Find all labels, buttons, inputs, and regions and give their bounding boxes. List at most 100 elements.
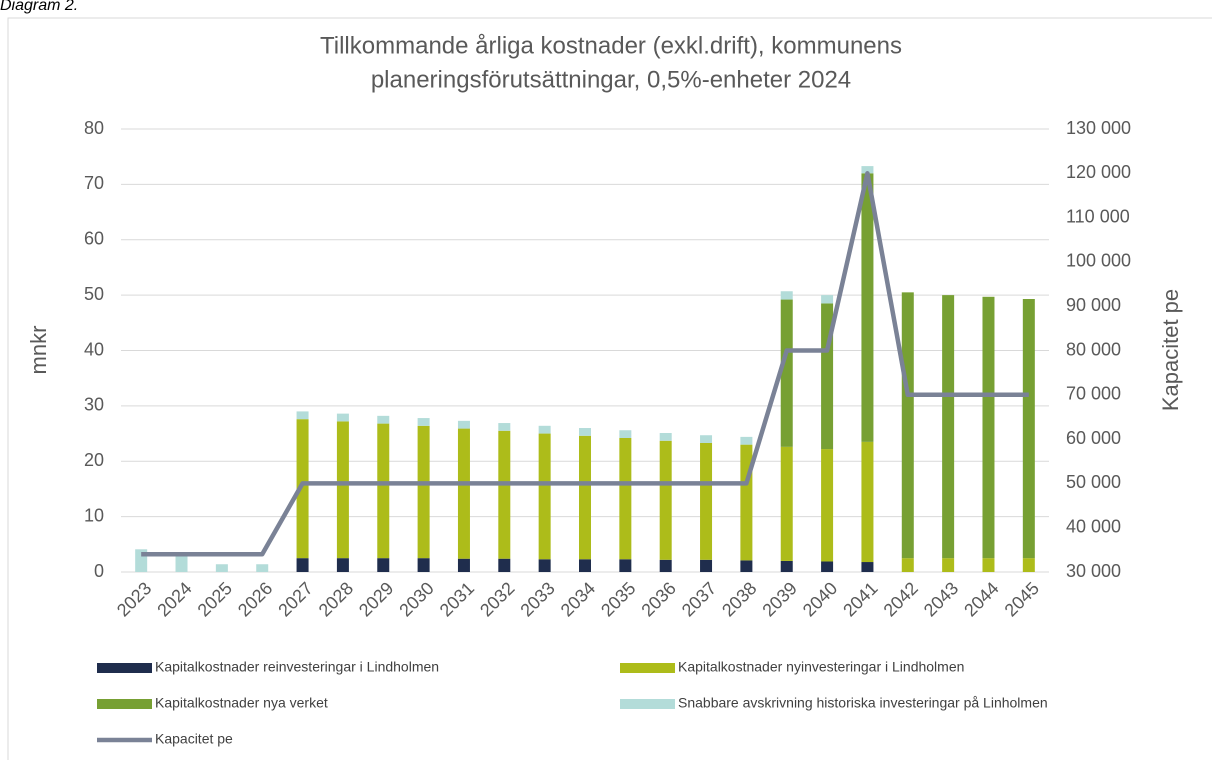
x-tick-label: 2023	[113, 578, 155, 620]
bar	[821, 561, 834, 572]
bar	[417, 418, 430, 426]
y2-tick-label: 50 000	[1066, 472, 1121, 492]
legend-swatch	[97, 699, 152, 709]
x-tick-label: 2031	[436, 578, 478, 620]
x-tick-label: 2043	[920, 578, 962, 620]
bar	[740, 436, 753, 445]
bar	[780, 291, 793, 300]
x-tick-label: 2030	[395, 578, 437, 620]
bar	[377, 415, 390, 424]
bar	[861, 173, 874, 442]
legend-label: Kapitalkostnader nya verket	[155, 695, 328, 711]
legend-label: Kapitalkostnader reinvesteringar i Lindh…	[155, 659, 439, 675]
bar	[538, 425, 551, 434]
bar	[700, 442, 713, 560]
bar	[1022, 299, 1035, 559]
bar	[901, 558, 914, 572]
bar	[659, 559, 672, 572]
legend-label: Kapacitet pe	[155, 731, 233, 747]
bar	[579, 559, 591, 572]
bar	[579, 435, 591, 560]
bar	[740, 560, 753, 572]
frame	[7, 17, 1212, 760]
x-tick-label: 2045	[1001, 578, 1043, 620]
caption: Diagram 2.	[0, 0, 78, 14]
y2-tick-label: 30 000	[1066, 561, 1121, 581]
legend-swatch	[620, 663, 675, 673]
bar	[498, 423, 511, 431]
bar	[457, 428, 470, 559]
bar	[861, 441, 874, 563]
y2-tick-label: 70 000	[1066, 384, 1121, 404]
y2-axis-title: Kapacitet pe	[1158, 289, 1183, 411]
y-tick-label: 0	[94, 561, 104, 581]
bar	[498, 430, 511, 559]
y-axis-title: mnkr	[26, 326, 51, 375]
bar	[982, 296, 995, 559]
bar	[256, 564, 269, 572]
bar	[175, 555, 188, 572]
bar	[619, 430, 632, 438]
bar	[780, 299, 793, 447]
x-tick-label: 2032	[476, 578, 518, 620]
bar	[1022, 558, 1035, 572]
bar	[901, 292, 914, 559]
x-tick-label: 2037	[678, 578, 720, 620]
bar	[700, 559, 713, 572]
legend-swatch	[97, 663, 152, 673]
x-tick-label: 2033	[516, 578, 558, 620]
x-tick-label: 2042	[880, 578, 922, 620]
bar	[821, 449, 834, 562]
y-tick-label: 10	[84, 505, 104, 525]
bar	[821, 295, 834, 304]
y2-tick-label: 90 000	[1066, 295, 1121, 315]
x-tick-label: 2038	[718, 578, 760, 620]
legend-label: Snabbare avskrivning historiska invester…	[678, 695, 1048, 711]
chart-title: Tillkommande årliga kostnader (exkl.drif…	[320, 32, 902, 59]
bar	[498, 558, 511, 572]
line	[141, 171, 1029, 557]
bar	[336, 413, 349, 422]
bar	[296, 558, 309, 572]
bar	[457, 558, 470, 572]
bar	[336, 558, 349, 572]
bar	[296, 411, 309, 420]
bar	[780, 446, 793, 561]
y-tick-label: 40	[84, 339, 104, 359]
y2-tick-label: 60 000	[1066, 428, 1121, 448]
bar	[579, 428, 591, 436]
bar	[942, 558, 955, 572]
bar	[700, 435, 713, 443]
bar	[982, 558, 995, 572]
x-tick-label: 2029	[355, 578, 397, 620]
x-tick-label: 2027	[274, 578, 316, 620]
bar	[377, 423, 390, 559]
y-tick-label: 20	[84, 450, 104, 470]
x-tick-label: 2028	[315, 578, 357, 620]
bar	[619, 437, 632, 560]
bar	[942, 295, 955, 559]
bar	[659, 433, 672, 441]
bar	[538, 433, 551, 560]
y-tick-label: 50	[84, 284, 104, 304]
bar	[659, 440, 672, 560]
x-tick-label: 2025	[194, 578, 236, 620]
y2-tick-label: 40 000	[1066, 516, 1121, 536]
bar	[417, 425, 430, 559]
bar	[296, 419, 309, 559]
x-tick-label: 2044	[960, 578, 1002, 620]
y-tick-label: 30	[84, 395, 104, 415]
y2-tick-label: 130 000	[1066, 118, 1131, 138]
bar	[377, 558, 390, 572]
x-tick-label: 2036	[637, 578, 679, 620]
x-tick-label: 2024	[153, 578, 195, 620]
bar	[780, 560, 793, 572]
legend-label: Kapitalkostnader nyinvesteringar i Lindh…	[678, 659, 964, 675]
bar	[336, 421, 349, 559]
bar	[538, 559, 551, 572]
chart-title: planeringsförutsättningar, 0,5%-enheter …	[371, 66, 851, 93]
bar	[215, 564, 228, 572]
bar	[619, 559, 632, 572]
x-tick-label: 2026	[234, 578, 276, 620]
